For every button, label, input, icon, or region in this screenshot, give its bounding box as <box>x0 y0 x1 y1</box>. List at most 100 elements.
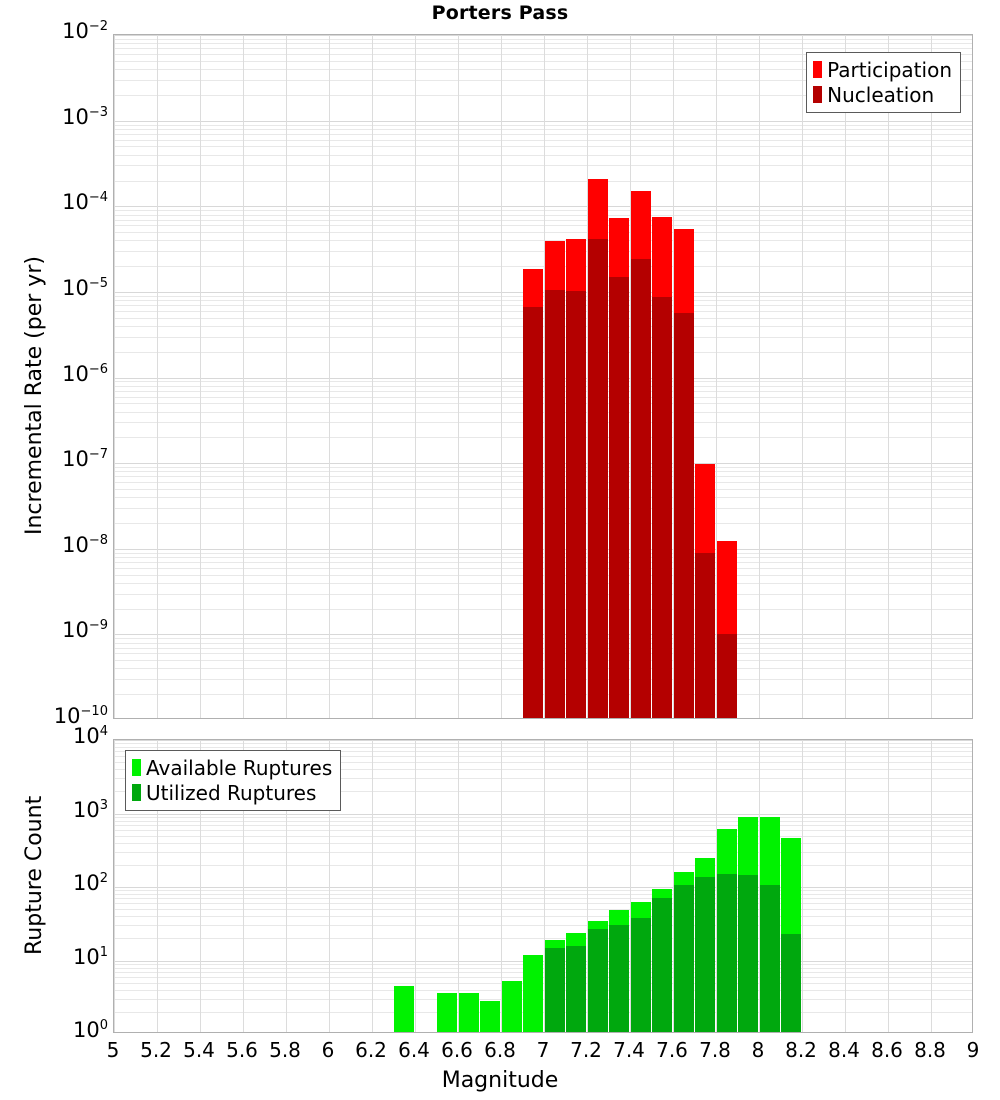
y-axis-tick-label: 10−7 <box>62 447 108 472</box>
bottom-panel-legend: Available Ruptures Utilized Ruptures <box>125 750 342 811</box>
bar-nucleation <box>673 313 694 718</box>
gridline-vertical <box>802 35 803 718</box>
y-axis-tick-label: 104 <box>72 724 108 748</box>
bar-nucleation <box>695 552 716 718</box>
gridline-vertical <box>931 740 932 1032</box>
gridline-horizontal-minor <box>114 128 972 130</box>
bar-utilized-ruptures <box>544 947 565 1032</box>
legend-entry: Participation <box>813 57 952 82</box>
gridline-horizontal-minor <box>114 747 972 749</box>
x-axis-tick-label: 7.8 <box>699 1038 731 1062</box>
legend-swatch-icon <box>813 61 823 78</box>
gridline-horizontal-minor <box>114 829 972 831</box>
gridline-vertical <box>802 740 803 1032</box>
gridline-horizontal-minor <box>114 909 972 911</box>
gridline-horizontal-minor <box>114 816 972 818</box>
gridline-vertical <box>243 740 244 1032</box>
gridline-vertical <box>114 35 115 718</box>
y-axis-tick-label: 10−5 <box>62 275 108 300</box>
x-axis-tick-label: 8.2 <box>785 1038 817 1062</box>
gridline-horizontal-minor <box>114 743 972 745</box>
gridline-vertical <box>501 35 502 718</box>
gridline-horizontal <box>114 120 972 122</box>
gridline-horizontal-minor <box>114 925 972 927</box>
gridline-horizontal-minor <box>114 48 972 50</box>
chart-title: Porters Pass <box>431 2 569 24</box>
gridline-horizontal-minor <box>114 791 972 793</box>
gridline-vertical <box>157 740 158 1032</box>
x-axis-tick-label: 5.8 <box>269 1038 301 1062</box>
gridline-horizontal-minor <box>114 916 972 918</box>
bar-nucleation <box>566 290 587 718</box>
gridline-vertical <box>329 35 330 718</box>
legend-entry: Nucleation <box>813 82 952 107</box>
gridline-vertical <box>200 740 201 1032</box>
bar-utilized-ruptures <box>781 933 802 1032</box>
gridline-vertical <box>630 35 631 718</box>
bar-nucleation <box>630 258 651 718</box>
legend-label: Utilized Ruptures <box>146 780 317 805</box>
bar-utilized-ruptures <box>673 885 694 1032</box>
y-axis-tick-label: 10−8 <box>62 532 108 557</box>
bar-utilized-ruptures <box>566 945 587 1032</box>
bar-nucleation <box>544 290 565 718</box>
gridline-vertical <box>673 740 674 1032</box>
gridline-horizontal <box>114 740 972 741</box>
x-axis-tick-label: 7.4 <box>613 1038 645 1062</box>
bar-nucleation <box>716 634 737 718</box>
gridline-horizontal-minor <box>114 835 972 837</box>
gridline-horizontal-minor <box>114 214 972 216</box>
bar-utilized-ruptures <box>716 874 737 1032</box>
bar-available-ruptures <box>458 993 479 1032</box>
legend-label: Participation <box>827 57 952 82</box>
bar-available-ruptures <box>394 986 415 1032</box>
gridline-horizontal-minor <box>114 165 972 167</box>
gridline-horizontal-minor <box>114 210 972 212</box>
bottom-panel-y-axis-title: Rupture Count <box>22 795 47 955</box>
gridline-horizontal-minor <box>114 820 972 822</box>
x-axis-tick-label: 6.8 <box>484 1038 516 1062</box>
gridline-vertical <box>931 35 932 718</box>
bottom-panel-plot-area: Available Ruptures Utilized Ruptures <box>113 739 973 1033</box>
y-axis-tick-label: 10−3 <box>62 104 108 129</box>
legend-entry: Utilized Ruptures <box>132 780 332 805</box>
x-axis-tick-label: 6.2 <box>355 1038 387 1062</box>
bar-utilized-ruptures <box>652 897 673 1032</box>
bar-utilized-ruptures <box>587 928 608 1032</box>
bar-utilized-ruptures <box>695 877 716 1032</box>
bar-utilized-ruptures <box>738 874 759 1032</box>
gridline-horizontal-minor <box>114 778 972 780</box>
x-axis-tick-label: 8.4 <box>828 1038 860 1062</box>
gridline-horizontal-minor <box>114 133 972 135</box>
gridline-horizontal-minor <box>114 219 972 221</box>
gridline-horizontal-minor <box>114 232 972 233</box>
gridline-horizontal-minor <box>114 851 972 853</box>
gridline-horizontal-minor <box>114 898 972 900</box>
gridline-horizontal-minor <box>114 890 972 892</box>
y-axis-tick-label: 102 <box>72 871 108 895</box>
gridline-horizontal-minor <box>114 240 972 242</box>
top-panel-y-axis-title: Incremental Rate (per yr) <box>22 256 47 535</box>
bar-utilized-ruptures <box>609 925 630 1032</box>
top-panel-plot-area: Participation Nucleation <box>113 34 973 719</box>
bar-nucleation <box>523 307 544 718</box>
gridline-horizontal-minor <box>114 124 972 126</box>
x-axis-tick-label: 8.8 <box>914 1038 946 1062</box>
x-axis-tick-label: 6.6 <box>441 1038 473 1062</box>
legend-swatch-icon <box>132 784 141 801</box>
gridline-vertical <box>458 740 459 1032</box>
gridline-horizontal-minor <box>114 266 972 268</box>
legend-swatch-icon <box>813 86 823 103</box>
gridline-vertical <box>888 740 889 1032</box>
y-axis-tick-label: 10−10 <box>53 704 108 728</box>
gridline-horizontal-minor <box>114 79 972 81</box>
x-axis-tick-label: 7.6 <box>656 1038 688 1062</box>
y-axis-tick-label: 10−9 <box>62 618 108 643</box>
x-axis-tick-label: 6.4 <box>398 1038 430 1062</box>
top-panel-legend: Participation Nucleation <box>806 52 961 113</box>
gridline-horizontal-minor <box>114 94 972 96</box>
gridline-horizontal-minor <box>114 38 972 40</box>
gridline-horizontal-minor <box>114 154 972 156</box>
gridline-vertical <box>716 35 717 718</box>
